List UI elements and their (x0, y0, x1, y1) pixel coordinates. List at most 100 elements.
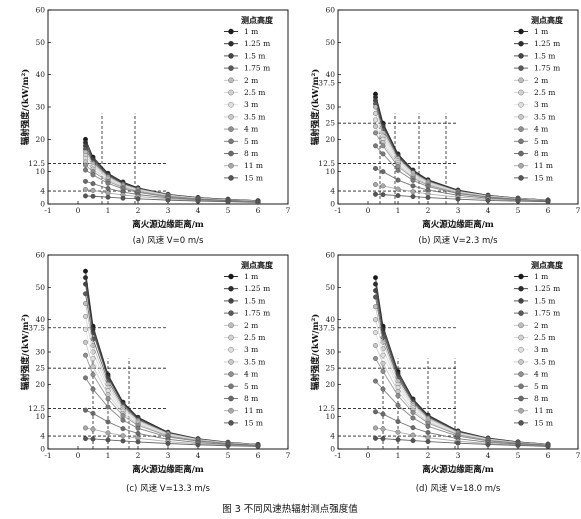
legend-marker (518, 407, 524, 414)
legend-entry: 2 m (534, 321, 548, 330)
legend-marker (228, 273, 234, 280)
legend-marker (518, 126, 524, 132)
data-point (373, 104, 378, 110)
y-tick-label: 40 (325, 315, 335, 324)
x-axis-title: 离火源边缘距离/m (132, 219, 204, 230)
legend-entry: 1.5 m (244, 51, 265, 60)
y-tick-label: 30 (35, 103, 45, 112)
data-point (545, 443, 551, 449)
data-point (225, 199, 231, 205)
legend-entry: 11 m (244, 161, 263, 170)
legend-marker (228, 114, 234, 120)
data-point (410, 415, 416, 421)
data-point (380, 411, 386, 417)
data-point (373, 182, 378, 188)
data-point (380, 368, 386, 374)
data-point (373, 123, 378, 129)
data-point (90, 364, 96, 369)
data-point (410, 189, 416, 195)
y-tick-label: 0 (40, 200, 45, 209)
data-point (395, 186, 401, 192)
legend-entry: 4 m (534, 370, 548, 379)
data-point (373, 304, 378, 310)
x-tick-label: 0 (366, 206, 371, 215)
data-point (373, 343, 378, 348)
data-point (90, 426, 96, 432)
data-point (425, 423, 431, 429)
legend-marker (518, 150, 524, 157)
legend-marker (518, 346, 524, 353)
legend-entry: 1 m (534, 272, 548, 281)
x-tick-label: 7 (576, 206, 581, 215)
legend-entry: 4 m (534, 125, 548, 134)
data-point (90, 436, 96, 442)
y-tick-label: 10 (325, 412, 335, 421)
data-point (120, 438, 126, 444)
legend-marker (518, 395, 524, 402)
legend-marker (228, 322, 234, 329)
legend-entry: 2.5 m (244, 88, 265, 97)
legend-marker (228, 28, 234, 35)
data-point (83, 162, 88, 168)
legend-entry: 1.75 m (244, 64, 270, 73)
x-tick-label: 4 (486, 206, 491, 215)
data-point (545, 199, 551, 205)
data-point (380, 436, 386, 442)
legend-marker (518, 371, 524, 377)
legend-entry: 1 m (244, 27, 258, 36)
data-point (373, 288, 378, 294)
legend-entry: 3.5 m (534, 112, 555, 121)
data-point (395, 177, 401, 183)
x-tick-label: 6 (546, 451, 551, 460)
legend-entry: 2 m (534, 76, 548, 85)
data-point (83, 326, 88, 332)
y-tick-label: 12.5 (318, 159, 335, 168)
legend-entry: 11 m (534, 161, 553, 170)
data-point (373, 281, 378, 287)
y-tick-label: 0 (330, 200, 335, 209)
chart-panel-2: -1 0 1 2 3 4 5 6 7041012.520253037.5405060离火源边缘距… (310, 6, 581, 247)
legend-marker (228, 407, 234, 414)
data-point (380, 151, 386, 157)
x-axis-title: 离火源边缘距离/m (422, 219, 494, 230)
data-point (90, 181, 96, 187)
x-tick-label: 7 (576, 451, 581, 460)
legend-marker (518, 77, 524, 84)
legend-entry: 1.5 m (534, 51, 555, 60)
data-point (373, 294, 378, 300)
legend-marker (228, 359, 234, 365)
y-tick-label: 50 (325, 38, 335, 47)
data-point (83, 407, 88, 413)
x-tick-label: 6 (546, 206, 551, 215)
legend-marker (518, 65, 524, 71)
data-point (83, 268, 88, 274)
x-tick-label: -1 (44, 206, 51, 215)
legend-marker (518, 310, 524, 316)
data-point (425, 195, 431, 200)
data-point (373, 356, 378, 361)
y-tick-label: 37.5 (28, 323, 45, 332)
data-point (120, 433, 126, 439)
y-tick-label: 25 (325, 119, 335, 128)
data-point (380, 169, 386, 175)
legend-marker (518, 175, 524, 181)
data-point (83, 178, 88, 184)
data-point (83, 313, 88, 319)
legend-marker (518, 359, 524, 365)
y-tick-label: 60 (35, 251, 45, 260)
legend-entry: 3.5 m (244, 112, 265, 121)
legend-marker (228, 162, 234, 169)
legend-entry: 3 m (244, 100, 258, 109)
data-point (373, 165, 378, 171)
y-tick-label: 60 (35, 6, 45, 15)
data-point (373, 317, 378, 323)
legend-entry: 3 m (244, 345, 258, 354)
data-point (105, 430, 111, 436)
legend-entry: 2.5 m (244, 333, 265, 342)
legend-entry: 8 m (534, 149, 548, 158)
data-point (380, 360, 386, 366)
data-point (380, 386, 386, 392)
y-axis-title: 辐射强度/(kW/m²) (20, 314, 31, 390)
data-point (105, 190, 111, 196)
x-tick-label: 5 (516, 451, 521, 460)
